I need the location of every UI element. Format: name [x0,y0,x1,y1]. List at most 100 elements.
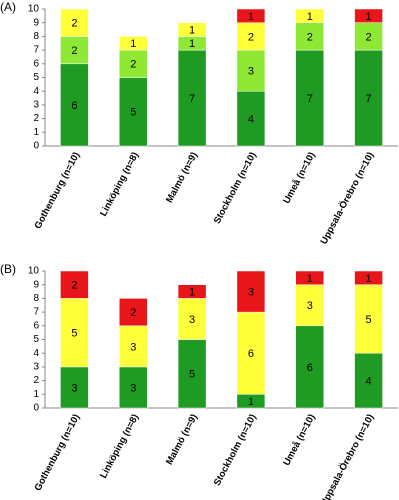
bar-segment [60,8,89,37]
y-tick-label: 7 [33,45,39,56]
segment-label: 7 [307,93,313,105]
segment-label: 5 [189,369,195,381]
segment-label: 3 [248,286,254,298]
segment-label: 3 [130,341,136,353]
bar-segment [354,270,383,285]
segment-label: 1 [366,11,372,23]
bar-segment [236,270,266,313]
bar-segment [177,298,207,340]
segment-label: 2 [71,280,77,292]
bar-segment [60,270,89,299]
panel-label: (B) [0,262,16,276]
x-tick-label: Stockholm (n=10) [212,412,259,487]
y-tick-label: 1 [33,127,39,138]
segment-label: 4 [366,376,372,388]
segment-label: 1 [248,11,254,23]
y-tick-label: 10 [28,4,40,15]
bar-segment [354,352,383,409]
segment-label: 1 [189,24,195,36]
y-tick-label: 0 [33,403,39,414]
bar-segment [354,22,383,51]
x-tick-label: Malmö (n=9) [164,150,200,204]
segment-label: 3 [71,382,77,394]
segment-label: 2 [366,31,372,43]
y-tick-label: 1 [33,389,39,400]
segment-label: 6 [71,100,77,112]
segment-label: 1 [130,38,136,50]
x-tick-label: Malmö (n=9) [164,412,200,466]
bar-segment [119,298,148,327]
x-tick-label: Uppsala-Örebro (n=10) [319,412,377,500]
y-tick-label: 2 [33,375,39,386]
bar-segment [119,49,148,78]
segment-label: 3 [130,382,136,394]
y-tick-label: 7 [33,307,39,318]
y-tick-label: 10 [28,266,40,277]
y-tick-label: 5 [33,334,39,345]
panel-label: (A) [0,0,16,14]
segment-label: 3 [189,314,195,326]
segment-label: 1 [248,396,254,408]
y-tick-label: 9 [33,17,39,28]
y-tick-label: 4 [33,348,39,359]
x-tick-label: Umeå (n=10) [281,412,317,467]
segment-label: 1 [307,11,313,23]
bar-segment [119,325,148,368]
segment-label: 7 [189,93,195,105]
x-tick-label: Gothenburg (n=10) [33,412,83,492]
bar-segment [177,339,207,409]
x-tick-label: Uppsala-Örebro (n=10) [319,150,377,246]
segment-label: 3 [248,66,254,78]
bar-segment [177,49,207,147]
segment-label: 2 [307,31,313,43]
bar-segment [295,49,324,147]
x-tick-label: Gothenburg (n=10) [33,150,83,230]
bar-segment [295,22,324,51]
bar-segment [177,284,207,299]
y-tick-label: 8 [33,293,39,304]
segment-label: 6 [307,362,313,374]
bar-segment [119,366,148,409]
bar-segment [236,49,266,92]
segment-label: 5 [366,314,372,326]
bar-segment [295,270,324,285]
bar-segment [236,311,266,395]
bar-segment [119,77,148,147]
segment-label: 2 [71,45,77,57]
segment-label: 2 [248,31,254,43]
y-tick-label: 0 [33,141,39,152]
bar-segment [60,36,89,65]
bar-segment [236,90,266,147]
segment-label: 4 [248,114,254,126]
segment-label: 2 [130,59,136,71]
segment-label: 1 [189,38,195,50]
segment-label: 2 [130,307,136,319]
bar-segment [354,8,383,23]
y-tick-label: 8 [33,31,39,42]
segment-label: 7 [366,93,372,105]
bar-segment [236,22,266,51]
bar-segment [295,8,324,23]
y-tick-label: 6 [33,320,39,331]
bar-segment [354,49,383,147]
segment-label: 5 [71,328,77,340]
segment-label: 6 [248,348,254,360]
bar-segment [60,298,89,368]
y-tick-label: 9 [33,279,39,290]
segment-label: 5 [130,107,136,119]
y-tick-label: 4 [33,86,39,97]
y-tick-label: 3 [33,100,39,111]
bar-segment [236,8,266,23]
bar-segment [177,22,207,37]
bar-segment [354,284,383,354]
x-tick-label: Umeå (n=10) [281,150,317,205]
y-tick-label: 5 [33,72,39,83]
bar-segment [60,63,89,147]
segment-label: 1 [189,286,195,298]
bar-segment [295,325,324,409]
x-tick-label: Stockholm (n=10) [212,150,259,225]
segment-label: 2 [71,18,77,30]
x-tick-label: Linköping (n=8) [98,412,141,480]
bar-segment [60,366,89,409]
